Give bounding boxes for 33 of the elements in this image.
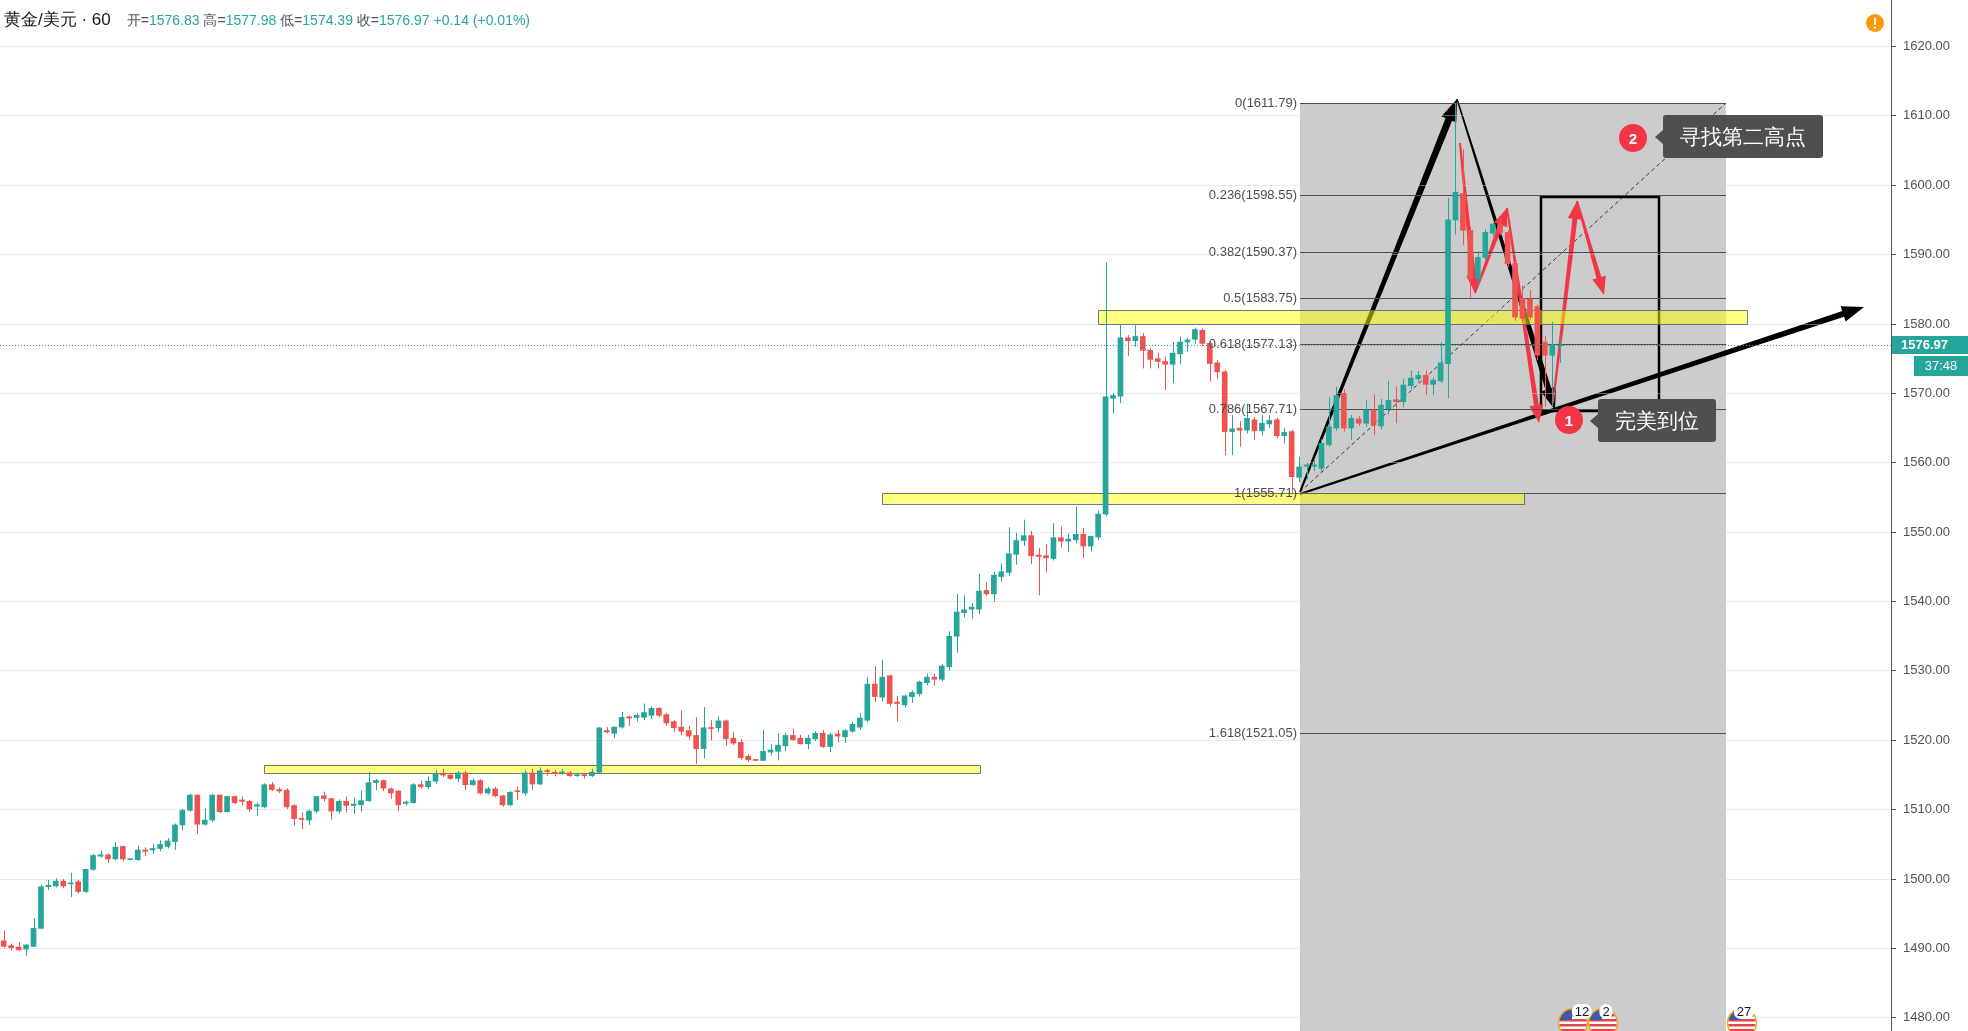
annotation: 12 [1571,1004,1593,1019]
ref-line-label: 0.5(1583.75) [1223,290,1297,306]
y-tick-label: 1550.00 [1903,523,1950,539]
y-tick-label: 1520.00 [1903,731,1950,747]
ref-line-label: 1576.97 [1901,337,1948,353]
ref-line-label: 0.236(1598.55) [1208,187,1297,203]
ref-line-label: 0.382(1590.37) [1208,244,1297,260]
y-tick-label: 1580.00 [1903,315,1950,331]
ref-line-label: 1.618(1521.05) [1208,725,1297,741]
y-tick-label: 1560.00 [1903,454,1950,470]
y-tick-label: 1530.00 [1903,662,1950,678]
annotation: 完美到位 [1615,409,1699,432]
y-tick-label: 1540.00 [1903,593,1950,609]
annotation: 2 [1599,1004,1613,1019]
y-tick-label: 1510.00 [1903,801,1950,817]
y-tick-label: 1620.00 [1903,38,1950,54]
y-tick-label: 1570.00 [1903,384,1950,400]
text: 37:48 [1924,358,1958,374]
text: 开=1576.83 高=1577.98 低=1574.39 收=1576.97 +0.14 (+0.01%) [126,12,531,28]
y-tick-label: 1600.00 [1903,176,1950,192]
y-tick-label: 1590.00 [1903,246,1950,262]
text: 黄金/美元 · 60 [4,9,111,31]
annotation: 27 [1733,1004,1755,1019]
y-tick-label: 1610.00 [1903,107,1950,123]
y-tick-label: 1480.00 [1903,1009,1950,1025]
y-tick-label: 1500.00 [1903,870,1950,886]
y-tick-label: 1490.00 [1903,940,1950,956]
annotation: 1 [1564,411,1574,429]
ref-line-label: 0.618(1577.13) [1208,336,1297,352]
ref-line-label: 1(1555.71) [1234,485,1297,501]
annotation: 寻找第二高点 [1680,125,1806,148]
ref-line-label: 0(1611.79) [1235,95,1297,111]
annotation: 2 [1628,129,1638,147]
